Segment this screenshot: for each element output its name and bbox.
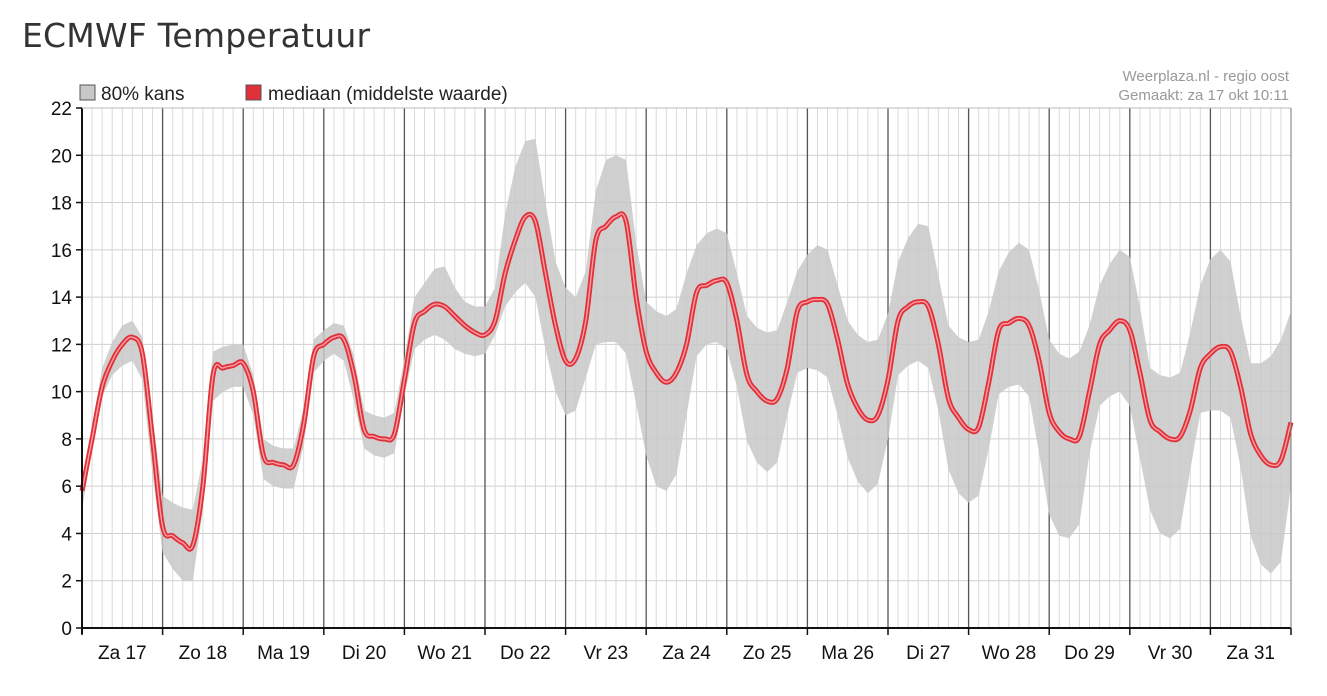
median-line-highlight xyxy=(81,213,1292,550)
x-tick-label: Za 24 xyxy=(662,643,711,664)
page-title: ECMWF Temperatuur xyxy=(22,16,371,55)
legend-label-band: 80% kans xyxy=(101,84,184,105)
median-layer xyxy=(79,211,1294,552)
x-tick-label: Za 31 xyxy=(1226,643,1275,664)
y-tick-label: 10 xyxy=(51,383,72,404)
y-tick-label: 8 xyxy=(61,430,72,451)
x-tick-label: Di 20 xyxy=(342,643,386,664)
band-layer xyxy=(82,138,1291,581)
y-tick-label: 12 xyxy=(51,335,72,356)
x-tick-label: Do 22 xyxy=(500,643,551,664)
band-80-percent xyxy=(82,138,1291,581)
created-line: Gemaakt: za 17 okt 10:11 xyxy=(1118,87,1289,104)
y-tick-label: 4 xyxy=(61,524,72,545)
x-tick-label: Zo 18 xyxy=(179,643,228,664)
y-tick-label: 22 xyxy=(51,99,72,120)
x-tick-label: Do 29 xyxy=(1064,643,1115,664)
x-tick-label: Vr 23 xyxy=(584,643,629,664)
x-tick-label: Ma 19 xyxy=(257,643,310,664)
legend-label-median: mediaan (middelste waarde) xyxy=(268,84,508,105)
y-tick-label: 18 xyxy=(51,194,72,215)
x-tick-label: Di 27 xyxy=(906,643,950,664)
y-tick-label: 16 xyxy=(51,241,72,262)
x-tick-label: Vr 30 xyxy=(1148,643,1193,664)
y-tick-label: 6 xyxy=(61,477,72,498)
x-tick-label: Zo 25 xyxy=(743,643,792,664)
source-line: Weerplaza.nl - regio oost xyxy=(1123,68,1290,85)
x-tick-label: Wo 28 xyxy=(982,643,1037,664)
y-tick-label: 14 xyxy=(51,288,73,309)
y-tick-labels: 0 2 4 6 8 10 12 14 16 18 20 22 xyxy=(51,99,73,640)
x-tick-label: Ma 26 xyxy=(821,643,874,664)
x-tick-label: Za 17 xyxy=(98,643,147,664)
y-tick-label: 20 xyxy=(51,146,72,167)
legend: 80% kans mediaan (middelste waarde) xyxy=(79,84,508,105)
x-tick-labels: Za 17 Zo 18 Ma 19 Di 20 Wo 21 Do 22 Vr 23 Za 24… xyxy=(98,643,1275,664)
x-tick-label: Wo 21 xyxy=(417,643,472,664)
axes xyxy=(76,107,1292,635)
legend-swatch-median xyxy=(245,84,262,101)
y-tick-label: 0 xyxy=(61,619,72,640)
y-tick-label: 2 xyxy=(61,572,72,593)
source-info: Weerplaza.nl - regio oost Gemaakt: za 17… xyxy=(1118,68,1289,104)
legend-swatch-band xyxy=(79,84,96,101)
